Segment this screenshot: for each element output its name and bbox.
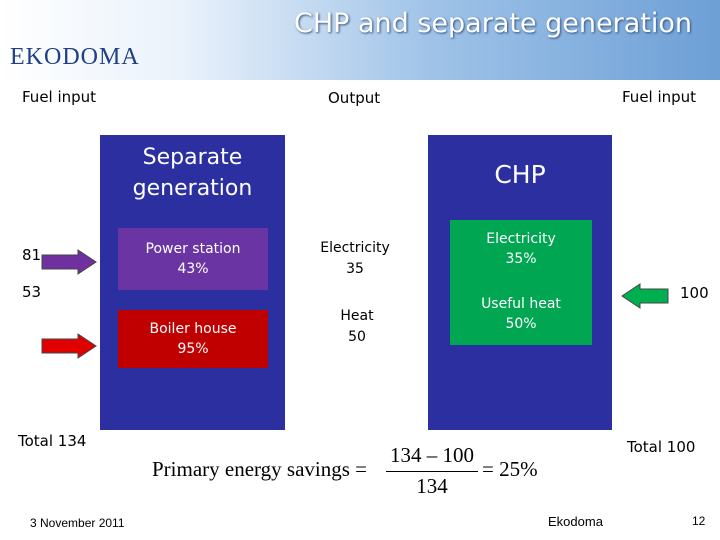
box-value: 50% xyxy=(505,316,537,332)
total: Total 100 xyxy=(627,438,696,456)
header-band xyxy=(0,0,720,80)
footer-company: Ekodoma xyxy=(548,514,603,529)
output-label: Heat xyxy=(340,308,374,324)
column-label: Output xyxy=(328,89,381,107)
arrow xyxy=(621,283,669,309)
output-value: 35 xyxy=(346,261,364,277)
box-value: 43% xyxy=(177,261,209,277)
box-value: 95% xyxy=(177,341,209,357)
output-label: Electricity xyxy=(320,240,390,256)
formula-denominator: 134 xyxy=(416,474,448,498)
box-title: Separate generation xyxy=(132,145,253,201)
fraction-bar xyxy=(386,471,478,472)
footer-date: 3 November 2011 xyxy=(30,516,125,530)
boiler-house: Boiler house 95% xyxy=(118,310,268,368)
box-title: CHP xyxy=(494,160,546,189)
box-label: Power station xyxy=(145,241,241,257)
output: Electricity 35 xyxy=(300,238,410,280)
arrow xyxy=(41,249,97,275)
chp-electricity: Electricity 35% xyxy=(450,228,592,270)
box-label: Electricity xyxy=(486,231,556,247)
box-label: Boiler house xyxy=(149,321,237,337)
arrow xyxy=(41,333,97,359)
logo: EKODOMA xyxy=(10,44,140,70)
column-label: Fuel input xyxy=(622,88,697,106)
fuel-value: 100 xyxy=(680,284,709,302)
fuel-value: 81 xyxy=(22,246,42,264)
output: Heat 50 xyxy=(302,306,412,348)
slide-title: CHP and separate generation xyxy=(293,8,692,39)
formula-result: = 25% xyxy=(482,457,538,481)
box-value: 35% xyxy=(505,251,537,267)
page-number: 12 xyxy=(692,514,706,528)
power-station: Power station 43% xyxy=(118,228,268,290)
chp-green xyxy=(450,220,592,345)
fuel-value: 53 xyxy=(22,283,42,301)
formula-lhs: Primary energy savings = xyxy=(152,457,368,481)
formula-numerator: 134 – 100 xyxy=(390,443,474,467)
column-label: Fuel input xyxy=(22,88,97,106)
chp-heat: Useful heat 50% xyxy=(450,292,592,336)
total: Total 134 xyxy=(18,432,87,450)
output-value: 50 xyxy=(348,329,366,345)
box-label: Useful heat xyxy=(481,296,561,312)
